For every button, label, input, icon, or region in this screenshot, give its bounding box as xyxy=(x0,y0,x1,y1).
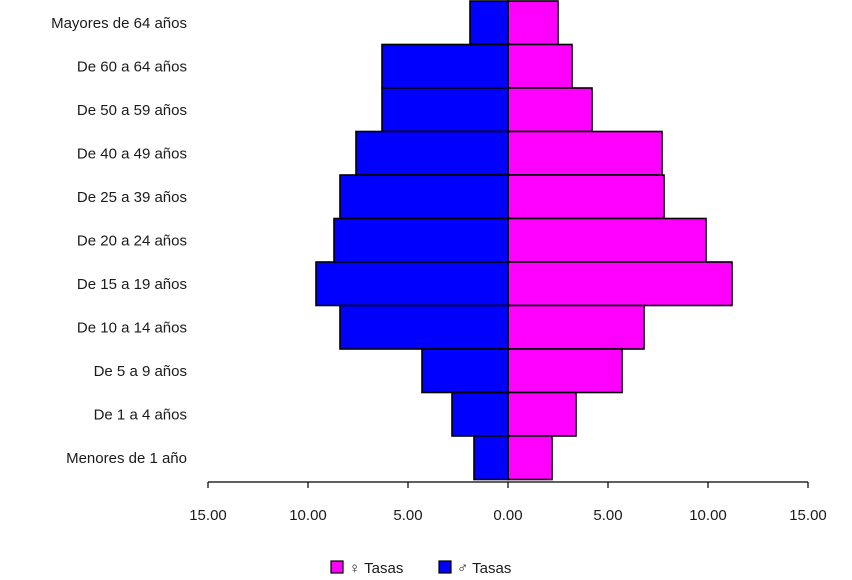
x-tick-label: 5.00 xyxy=(393,507,422,524)
category-labels: Mayores de 64 años De 60 a 64 años De 50 a… xyxy=(51,15,187,467)
female-bar-de-20-a-24-anos xyxy=(507,217,707,263)
x-tick-label: 10.00 xyxy=(289,507,327,524)
legend-female-swatch xyxy=(330,560,344,574)
category-label-de-40-a-49-anos: De 40 a 49 años xyxy=(77,145,187,162)
legend-female-label: ♀ Tasas xyxy=(349,560,403,577)
legend-male-swatch xyxy=(438,560,452,574)
female-bar-de-25-a-39-anos xyxy=(507,174,665,220)
category-label-de-20-a-24-anos: De 20 a 24 años xyxy=(77,232,187,249)
male-bar-de-60-a-64-anos xyxy=(381,43,509,89)
legend-male-label: ♂ Tasas xyxy=(457,560,511,577)
category-label-menores-de-1-ano: Menores de 1 año xyxy=(66,450,187,467)
category-label-de-60-a-64-anos: De 60 a 64 años xyxy=(77,58,187,75)
x-tick-label: 10.00 xyxy=(689,507,727,524)
category-label-de-25-a-39-anos: De 25 a 39 años xyxy=(77,189,187,206)
x-tick-label: 15.00 xyxy=(789,507,827,524)
category-label-de-1-a-4-anos: De 1 a 4 años xyxy=(94,406,187,423)
female-bar-de-15-a-19-anos xyxy=(507,261,733,307)
x-tick-label: 15.00 xyxy=(189,507,227,524)
male-bar-de-25-a-39-anos xyxy=(339,174,509,220)
category-label-de-50-a-59-anos: De 50 a 59 años xyxy=(77,102,187,119)
female-bar-de-1-a-4-anos xyxy=(507,391,577,437)
category-label-mayores-de-64-anos: Mayores de 64 años xyxy=(51,15,187,32)
bars-layer xyxy=(315,0,733,481)
female-bar-de-40-a-49-anos xyxy=(507,130,663,176)
female-bar-de-50-a-59-anos xyxy=(507,87,593,133)
female-bar-de-60-a-64-anos xyxy=(507,43,573,89)
category-label-de-10-a-14-anos: De 10 a 14 años xyxy=(77,319,187,336)
male-bar-de-40-a-49-anos xyxy=(355,130,509,176)
x-axis: 15.00 10.00 5.00 0.00 5.00 10.00 15.00 xyxy=(189,481,827,524)
x-tick-label: 5.00 xyxy=(593,507,622,524)
male-bar-de-5-a-9-anos xyxy=(421,348,509,394)
male-bar-menores-de-1-ano xyxy=(473,435,509,481)
male-bar-de-20-a-24-anos xyxy=(333,217,509,263)
male-bar-de-1-a-4-anos xyxy=(451,391,509,437)
female-bar-menores-de-1-ano xyxy=(507,435,553,481)
male-bar-de-50-a-59-anos xyxy=(381,87,509,133)
female-bar-de-10-a-14-anos xyxy=(507,304,645,350)
female-bar-de-5-a-9-anos xyxy=(507,348,623,394)
female-bar-mayores-de-64-anos xyxy=(507,0,559,46)
male-bar-de-15-a-19-anos xyxy=(315,261,509,307)
category-label-de-5-a-9-anos: De 5 a 9 años xyxy=(94,363,187,380)
male-bar-de-10-a-14-anos xyxy=(339,304,509,350)
x-tick-label: 0.00 xyxy=(493,507,522,524)
legend: ♀ Tasas ♂ Tasas xyxy=(330,560,511,577)
male-bar-mayores-de-64-anos xyxy=(469,0,509,46)
category-label-de-15-a-19-anos: De 15 a 19 años xyxy=(77,276,187,293)
